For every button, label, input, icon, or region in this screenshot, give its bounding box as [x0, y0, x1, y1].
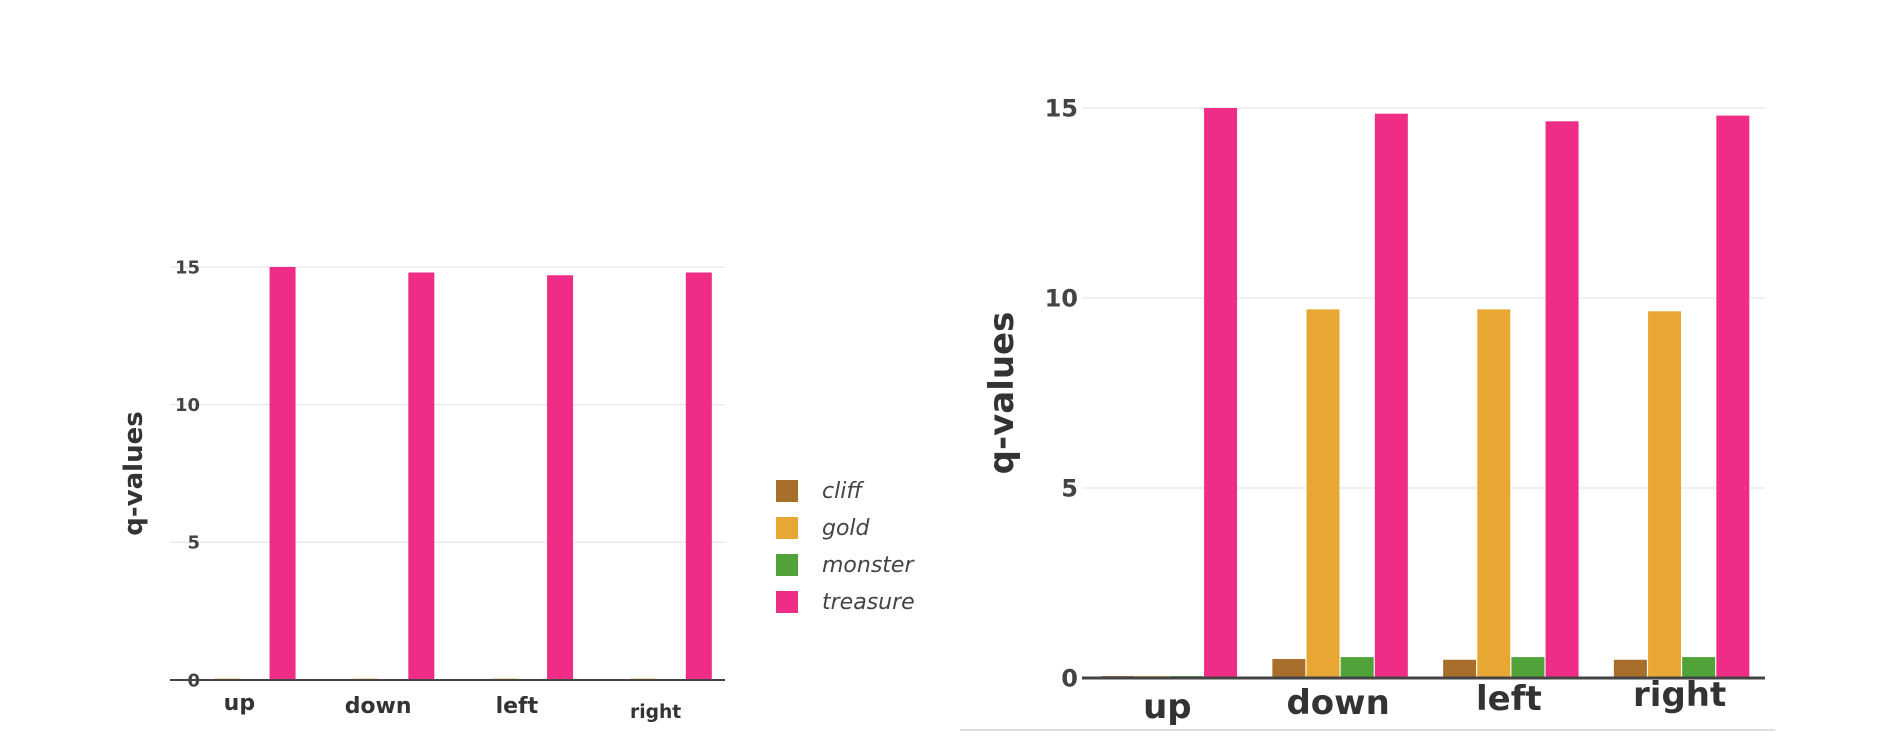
y-tick-label: 5: [1061, 474, 1078, 502]
legend-swatch-treasure: [776, 591, 798, 613]
legend: cliff gold monster treasure: [776, 479, 915, 615]
x-category-label: down: [345, 694, 412, 719]
y-tick-label: 10: [175, 395, 200, 416]
bar-treasure-left: [547, 275, 574, 680]
x-category-label: right: [1633, 675, 1726, 715]
bar-monster-right: [1682, 657, 1716, 678]
x-category-label: left: [496, 694, 539, 719]
y-tick-label: 5: [187, 533, 200, 554]
bar-treasure-up: [1204, 108, 1238, 678]
x-category-label: left: [1476, 679, 1542, 719]
x-category-label: up: [224, 691, 255, 716]
legend-label-treasure: treasure: [822, 590, 915, 615]
y-tick-label: 10: [1045, 284, 1078, 312]
bar-treasure-left: [1545, 121, 1579, 679]
y-axis-label: q-values: [119, 411, 149, 535]
y-axis-label: q-values: [982, 312, 1022, 475]
bar-treasure-up: [269, 267, 296, 680]
legend-swatch-monster: [776, 554, 798, 576]
legend-label-gold: gold: [822, 516, 871, 541]
bar-gold-down: [1306, 309, 1340, 678]
bar-cliff-left: [1443, 659, 1477, 678]
bar-gold-left: [1477, 309, 1511, 678]
legend-label-monster: monster: [822, 553, 915, 578]
legend-label-cliff: cliff: [822, 479, 864, 504]
x-category-label: down: [1286, 683, 1389, 723]
y-tick-label: 15: [1045, 94, 1078, 122]
bar-gold-right: [1648, 311, 1682, 678]
legend-swatch-gold: [776, 517, 798, 539]
bar-treasure-right: [685, 272, 712, 680]
x-category-label: up: [1143, 687, 1192, 727]
bar-monster-left: [1511, 657, 1545, 678]
y-tick-label: 0: [1061, 664, 1078, 692]
bar-cliff-right: [1613, 659, 1647, 678]
legend-swatch-cliff: [776, 480, 798, 502]
bar-treasure-down: [1374, 113, 1408, 678]
bar-treasure-down: [408, 272, 435, 680]
y-tick-label: 15: [175, 257, 200, 278]
bar-cliff-down: [1272, 659, 1306, 678]
bar-treasure-right: [1716, 115, 1750, 679]
x-category-label: right: [630, 702, 681, 723]
bar-monster-down: [1340, 657, 1374, 678]
chart-right: 0 5 10 15 up down left right q-values: [960, 94, 1775, 731]
